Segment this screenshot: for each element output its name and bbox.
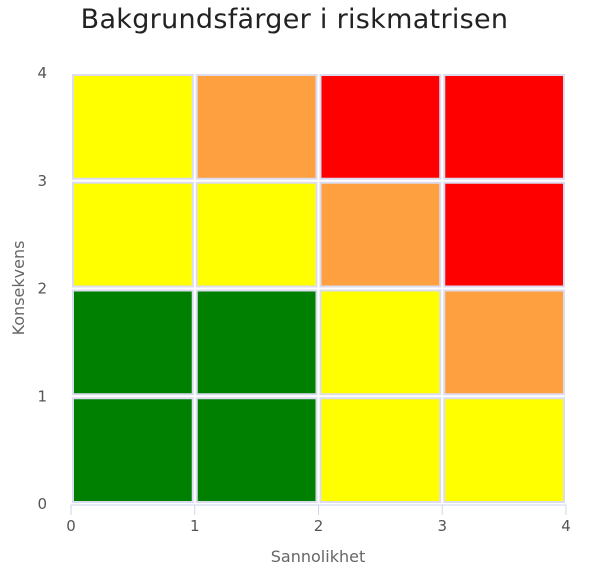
matrix-cell-yellow (319, 289, 442, 396)
chart-title: Bakgrundsfärger i riskmatrisen (80, 4, 509, 35)
y-tick-label: 0 (37, 495, 47, 513)
y-axis-ticks: 0 1 2 3 4 (37, 64, 47, 513)
x-axis-ticks: 0 1 2 3 4 (66, 505, 571, 535)
y-tick-label: 1 (37, 387, 47, 405)
matrix-cell-yellow (443, 397, 565, 503)
matrix-cells (72, 74, 565, 503)
matrix-cell-green (195, 289, 318, 396)
matrix-cell-red (443, 181, 565, 288)
matrix-cell-orange (319, 181, 442, 288)
x-tick-label: 4 (561, 517, 571, 535)
x-tick-label: 0 (66, 517, 76, 535)
matrix-cell-orange (443, 289, 565, 396)
x-tick-label: 1 (190, 517, 200, 535)
matrix-cell-red (443, 74, 565, 180)
matrix-cell-green (72, 289, 194, 396)
x-tick-label: 2 (314, 517, 324, 535)
y-tick-label: 4 (37, 64, 47, 82)
matrix-cell-green (72, 397, 194, 503)
x-axis-label: Sannolikhet (271, 547, 365, 566)
matrix-cell-yellow (72, 181, 194, 288)
matrix-cell-yellow (72, 74, 194, 180)
y-tick-label: 2 (37, 280, 47, 298)
matrix-cell-yellow (195, 181, 318, 288)
matrix-cell-yellow (319, 397, 442, 503)
matrix-cell-green (195, 397, 318, 503)
x-tick-label: 3 (437, 517, 447, 535)
matrix-cell-red (319, 74, 442, 180)
y-axis-label: Konsekvens (9, 241, 28, 336)
matrix-cell-orange (195, 74, 318, 180)
y-tick-label: 3 (37, 172, 47, 190)
